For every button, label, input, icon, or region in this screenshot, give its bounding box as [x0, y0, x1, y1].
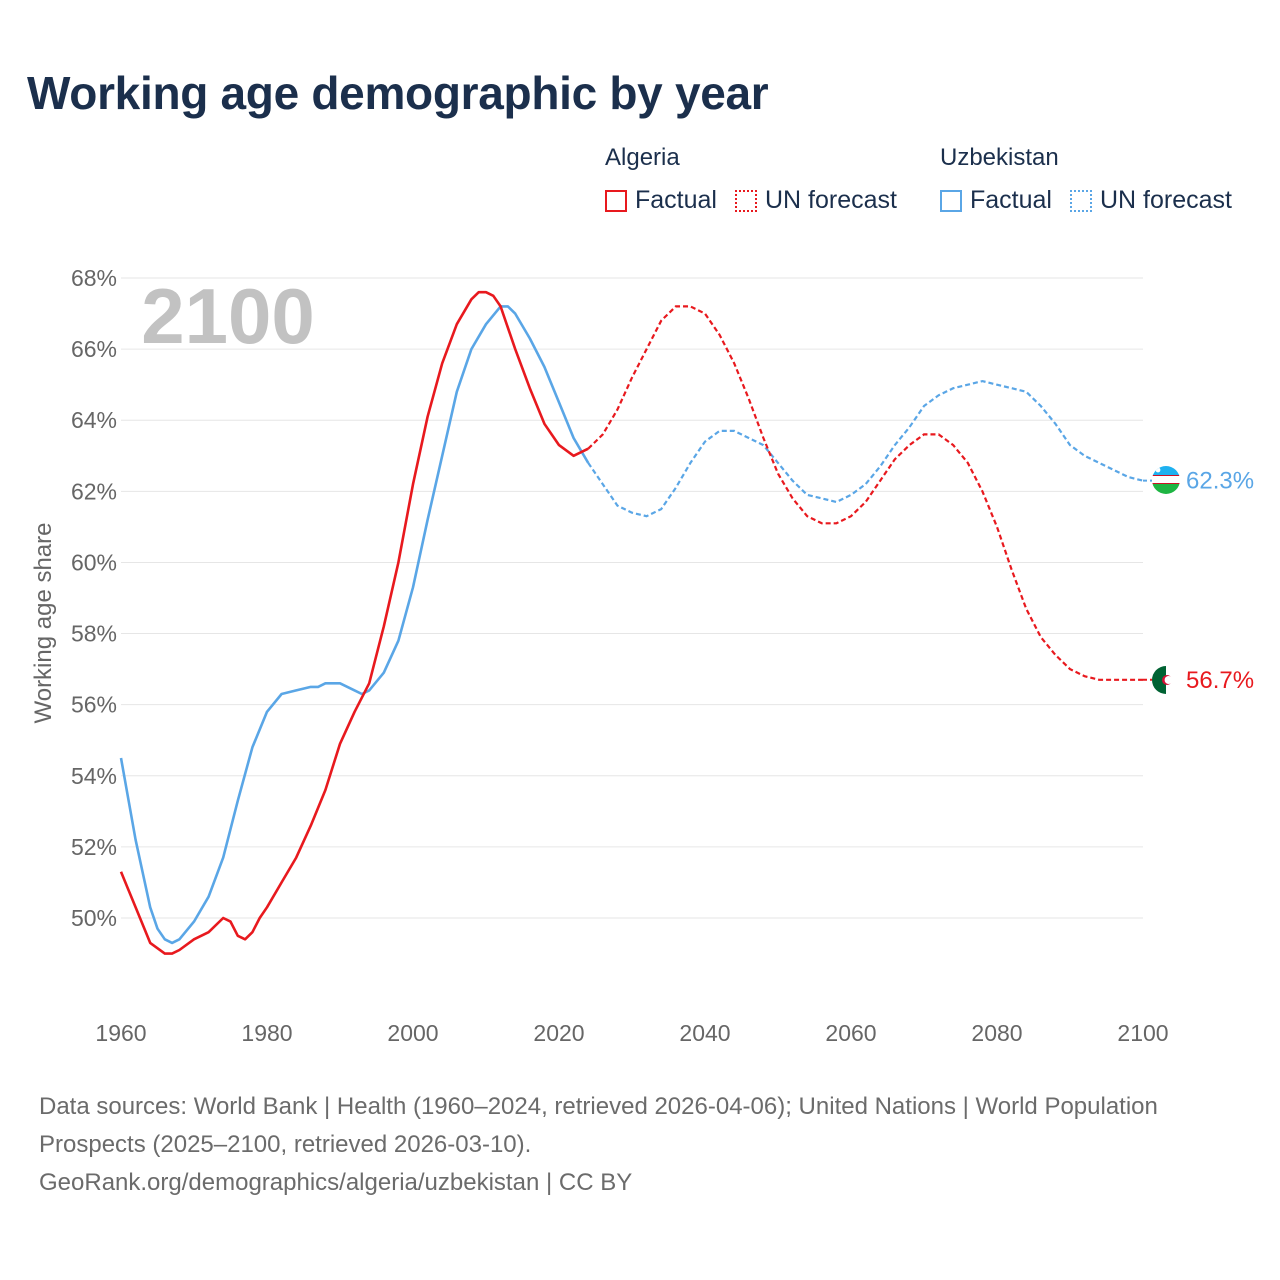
algeria-factual-line[interactable]: [119, 290, 589, 955]
y-tick-label: 52%: [71, 834, 117, 860]
year-watermark: 2100: [141, 272, 315, 360]
legend-swatch-solid: [605, 189, 627, 212]
x-tick-label: 2040: [679, 1020, 730, 1046]
grid: [121, 277, 1143, 919]
legend-item-uzbekistan-factual[interactable]: Factual: [940, 186, 1052, 215]
y-tick-label: 68%: [71, 265, 117, 291]
algeria-flag-icon: [1152, 666, 1180, 694]
y-tick-label: 64%: [71, 407, 117, 433]
uzbekistan-factual-line[interactable]: [119, 305, 590, 945]
y-tick-label: 60%: [71, 549, 117, 575]
legend-country-name: Uzbekistan: [940, 144, 1059, 171]
legend-label: Factual: [970, 186, 1052, 214]
data-sources: Data sources: World Bank | Health (1960–…: [39, 1093, 1158, 1158]
x-tick-label: 2020: [533, 1020, 584, 1046]
end-labels: 56.7% 62.3%: [1186, 468, 1254, 694]
uzbekistan-end-label: 62.3%: [1186, 468, 1254, 495]
algeria-end-label: 56.7%: [1186, 667, 1254, 694]
legend-swatch-solid: [940, 189, 962, 212]
legend-swatch-dotted: [1069, 189, 1092, 212]
series: [119, 290, 1152, 955]
legend-label: UN forecast: [1099, 186, 1232, 214]
legend-label: UN forecast: [764, 186, 897, 214]
x-tick-label: 2080: [971, 1020, 1022, 1046]
footer: Data sources: World Bank | Health (1960–…: [39, 1088, 1219, 1202]
legend-label: Factual: [635, 186, 717, 214]
y-axis-label: Working age share: [30, 523, 57, 724]
legend-swatch-dotted: [734, 189, 757, 212]
legend-country-name: Algeria: [605, 144, 680, 171]
legend-group-uzbekistan: Uzbekistan Factual UN forecast: [940, 144, 1250, 215]
x-tick-label: 2060: [825, 1020, 876, 1046]
line-chart: 50% 52% 54% 56% 58% 60% 62% 64% 66% 68% 1960 1980 20…: [30, 265, 1254, 1046]
uzbekistan-flag-icon: [1152, 466, 1180, 494]
axes: 50% 52% 54% 56% 58% 60% 62% 64% 66% 68% 1960 1980 20…: [71, 265, 1169, 1046]
uzbekistan-forecast-line[interactable]: [587, 379, 1144, 518]
y-tick-label: 54%: [71, 763, 117, 789]
algeria-forecast-line[interactable]: [587, 305, 1143, 681]
y-tick-label: 56%: [71, 692, 117, 718]
credit-link[interactable]: GeoRank.org/demographics/algeria/uzbekis…: [39, 1169, 633, 1196]
y-tick-label: 58%: [71, 621, 117, 647]
x-tick-label: 2000: [387, 1020, 438, 1046]
y-tick-label: 50%: [71, 905, 117, 931]
chart-title: Working age demographic by year: [27, 67, 769, 119]
x-tick-label: 1980: [241, 1020, 292, 1046]
x-tick-label: 2100: [1117, 1020, 1168, 1046]
y-tick-label: 66%: [71, 336, 117, 362]
legend-item-uzbekistan-forecast[interactable]: UN forecast: [1069, 186, 1232, 215]
y-tick-label: 62%: [71, 478, 117, 504]
legend-item-algeria-factual[interactable]: Factual: [605, 186, 717, 215]
legend-item-algeria-forecast[interactable]: UN forecast: [734, 186, 897, 215]
legend-group-algeria: Algeria Factual UN forecast: [605, 144, 915, 215]
x-tick-label: 1960: [95, 1020, 146, 1046]
